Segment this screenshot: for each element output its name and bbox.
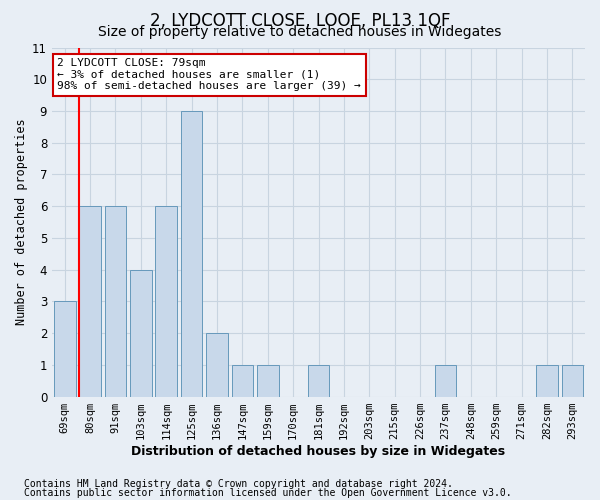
Bar (257, 365, 278, 396)
Bar (181, 111, 202, 397)
Text: 2, LYDCOTT CLOSE, LOOE, PL13 1QF: 2, LYDCOTT CLOSE, LOOE, PL13 1QF (150, 12, 450, 30)
Y-axis label: Number of detached properties: Number of detached properties (15, 118, 28, 326)
Bar (130, 270, 152, 396)
Text: 2 LYDCOTT CLOSE: 79sqm
← 3% of detached houses are smaller (1)
98% of semi-detac: 2 LYDCOTT CLOSE: 79sqm ← 3% of detached … (58, 58, 361, 91)
Bar (79, 206, 101, 396)
Text: Contains HM Land Registry data © Crown copyright and database right 2024.: Contains HM Land Registry data © Crown c… (24, 479, 453, 489)
Bar (232, 365, 253, 396)
Bar (434, 365, 456, 396)
Text: Contains public sector information licensed under the Open Government Licence v3: Contains public sector information licen… (24, 488, 512, 498)
Bar (308, 365, 329, 396)
X-axis label: Distribution of detached houses by size in Widegates: Distribution of detached houses by size … (131, 444, 506, 458)
Bar (206, 333, 228, 396)
Bar (562, 365, 583, 396)
Bar (104, 206, 126, 396)
Bar (536, 365, 558, 396)
Text: Size of property relative to detached houses in Widegates: Size of property relative to detached ho… (98, 25, 502, 39)
Bar (54, 302, 76, 396)
Bar (155, 206, 177, 396)
